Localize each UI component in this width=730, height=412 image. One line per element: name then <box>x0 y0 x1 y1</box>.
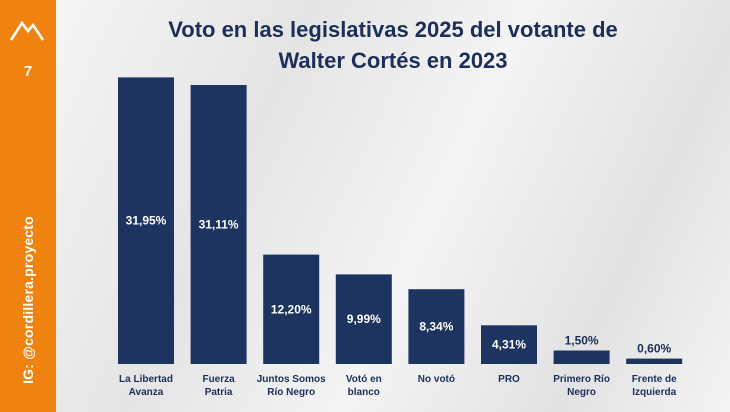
data-label: 9,99% <box>347 312 381 326</box>
bar <box>408 289 465 364</box>
mountain-icon <box>10 20 44 41</box>
bar <box>481 325 537 364</box>
data-label: 0,60% <box>637 342 671 356</box>
x-tick-label: blanco <box>348 387 380 398</box>
bar <box>190 85 247 364</box>
bar <box>118 77 174 365</box>
x-tick-label: Negro <box>567 387 596 398</box>
x-tick-label: Juntos Somos <box>257 374 326 385</box>
x-tick-label: Votó en <box>346 374 382 385</box>
x-tick-label: Izquierda <box>632 387 676 398</box>
x-tick-label: Avanza <box>129 387 164 398</box>
x-tick-label: La Libertad <box>119 374 173 385</box>
chart-title: Voto en las legislativas 2025 del votant… <box>56 14 730 76</box>
bar <box>335 274 392 364</box>
x-tick-label: Patria <box>205 387 233 398</box>
sidebar: 7 IG: @cordillera.proyecto <box>0 0 56 412</box>
x-tick-label: No votó <box>418 374 455 385</box>
x-tick-label: Río Negro <box>267 387 315 398</box>
bar <box>626 358 683 364</box>
x-tick-label: Frente de <box>632 374 677 385</box>
x-tick-label: PRO <box>498 374 520 385</box>
chart-title-line-1: Voto en las legislativas 2025 del votant… <box>168 17 618 42</box>
page-number: 7 <box>23 63 33 80</box>
data-label: 31,11% <box>199 218 239 232</box>
x-tick-label: Primero Río <box>553 374 610 385</box>
data-label: 31,95% <box>126 214 167 228</box>
chart-title-line-2: Walter Cortés en 2023 <box>278 48 508 73</box>
x-tick-label: Fuerza <box>202 374 235 385</box>
data-label: 8,34% <box>419 320 453 334</box>
bar <box>553 350 610 364</box>
bar <box>263 254 320 364</box>
data-label: 1,50% <box>565 334 599 348</box>
data-label: 12,20% <box>271 302 312 316</box>
data-label: 4,31% <box>492 338 526 352</box>
